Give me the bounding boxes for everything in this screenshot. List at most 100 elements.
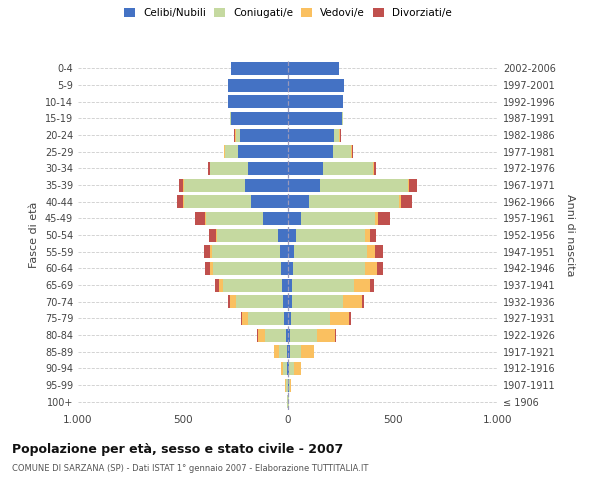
Bar bbox=[400, 195, 401, 208]
Bar bbox=[263, 212, 288, 225]
Bar bbox=[215, 278, 218, 291]
Text: COMUNE DI SARZANA (SP) - Dati ISTAT 1° gennaio 2007 - Elaborazione TUTTITALIA.IT: COMUNE DI SARZANA (SP) - Dati ISTAT 1° g… bbox=[12, 464, 368, 473]
Bar bbox=[349, 312, 350, 325]
Bar bbox=[367, 245, 375, 258]
Bar bbox=[206, 212, 263, 225]
Bar bbox=[288, 95, 343, 108]
Legend: Celibi/Nubili, Coniugati/e, Vedovi/e, Divorziati/e: Celibi/Nubili, Coniugati/e, Vedovi/e, Di… bbox=[124, 8, 452, 18]
Bar bbox=[287, 362, 288, 375]
Bar bbox=[241, 312, 242, 325]
Bar bbox=[204, 245, 211, 258]
Bar bbox=[288, 245, 295, 258]
Bar bbox=[409, 178, 417, 192]
Bar bbox=[287, 345, 288, 358]
Bar bbox=[288, 162, 323, 175]
Bar bbox=[210, 262, 214, 275]
Bar bbox=[288, 378, 289, 392]
Bar bbox=[370, 228, 376, 241]
Bar bbox=[343, 295, 361, 308]
Bar bbox=[217, 228, 277, 241]
Bar bbox=[184, 195, 251, 208]
Bar bbox=[280, 245, 288, 258]
Y-axis label: Fasce di età: Fasce di età bbox=[29, 202, 39, 268]
Text: Popolazione per età, sesso e stato civile - 2007: Popolazione per età, sesso e stato civil… bbox=[12, 442, 343, 456]
Bar bbox=[317, 328, 335, 342]
Bar bbox=[285, 378, 286, 392]
Bar bbox=[274, 345, 278, 358]
Bar bbox=[288, 212, 301, 225]
Bar bbox=[351, 145, 352, 158]
Bar bbox=[290, 328, 317, 342]
Bar bbox=[288, 295, 292, 308]
Bar bbox=[365, 262, 377, 275]
Bar bbox=[277, 228, 288, 241]
Bar bbox=[340, 128, 341, 141]
Bar bbox=[288, 178, 320, 192]
Bar bbox=[288, 228, 296, 241]
Bar bbox=[218, 278, 223, 291]
Bar bbox=[288, 62, 340, 75]
Bar bbox=[283, 362, 287, 375]
Bar bbox=[323, 162, 373, 175]
Bar bbox=[288, 278, 292, 291]
Bar bbox=[333, 145, 351, 158]
Bar bbox=[228, 78, 288, 92]
Bar bbox=[288, 328, 290, 342]
Bar bbox=[176, 195, 183, 208]
Bar bbox=[224, 145, 225, 158]
Bar bbox=[341, 112, 343, 125]
Bar bbox=[230, 112, 232, 125]
Bar bbox=[195, 212, 205, 225]
Bar bbox=[295, 362, 301, 375]
Bar bbox=[291, 312, 330, 325]
Bar bbox=[408, 178, 409, 192]
Bar bbox=[288, 145, 333, 158]
Bar bbox=[228, 295, 230, 308]
Bar bbox=[290, 345, 301, 358]
Bar bbox=[210, 245, 212, 258]
Bar bbox=[379, 212, 390, 225]
Bar bbox=[281, 262, 288, 275]
Bar bbox=[288, 262, 293, 275]
Bar bbox=[205, 212, 206, 225]
Bar bbox=[292, 295, 343, 308]
Bar bbox=[377, 262, 383, 275]
Bar bbox=[330, 312, 349, 325]
Bar bbox=[242, 312, 248, 325]
Bar bbox=[257, 328, 265, 342]
Bar bbox=[352, 145, 353, 158]
Bar bbox=[373, 162, 374, 175]
Bar bbox=[228, 95, 288, 108]
Bar bbox=[288, 128, 334, 141]
Bar bbox=[230, 295, 235, 308]
Bar bbox=[288, 78, 344, 92]
Bar bbox=[209, 228, 215, 241]
Bar bbox=[354, 278, 370, 291]
Bar bbox=[289, 362, 295, 375]
Bar bbox=[370, 278, 374, 291]
Bar bbox=[205, 262, 211, 275]
Bar bbox=[292, 278, 354, 291]
Bar bbox=[235, 128, 240, 141]
Bar bbox=[265, 328, 286, 342]
Bar bbox=[301, 345, 314, 358]
Bar bbox=[365, 228, 370, 241]
Bar bbox=[288, 195, 309, 208]
Bar bbox=[212, 245, 280, 258]
Bar bbox=[281, 362, 283, 375]
Bar bbox=[401, 195, 412, 208]
Bar bbox=[286, 378, 287, 392]
Bar bbox=[240, 128, 288, 141]
Bar bbox=[375, 245, 383, 258]
Bar bbox=[248, 162, 288, 175]
Bar bbox=[251, 195, 288, 208]
Bar bbox=[179, 178, 184, 192]
Bar bbox=[320, 178, 408, 192]
Bar bbox=[183, 195, 184, 208]
Bar bbox=[375, 212, 378, 225]
Bar bbox=[245, 178, 288, 192]
Bar bbox=[278, 345, 287, 358]
Bar bbox=[293, 262, 365, 275]
Bar bbox=[334, 128, 340, 141]
Bar bbox=[232, 112, 288, 125]
